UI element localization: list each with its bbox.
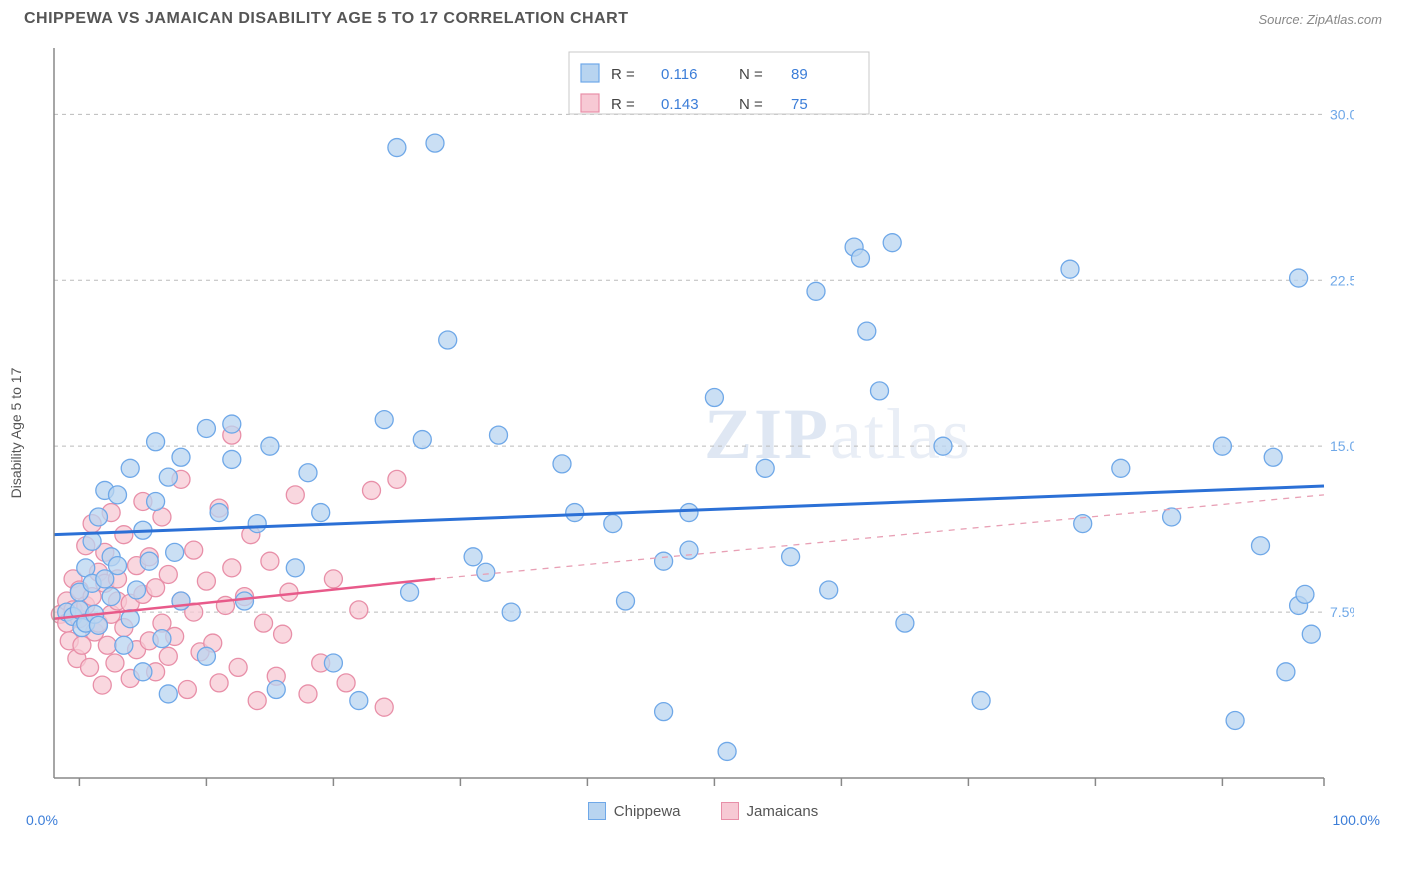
svg-text:0.143: 0.143 bbox=[661, 96, 699, 113]
source-link[interactable]: ZipAtlas.com bbox=[1307, 12, 1382, 27]
svg-text:89: 89 bbox=[791, 66, 808, 83]
source-prefix: Source: bbox=[1258, 12, 1306, 27]
svg-text:R =: R = bbox=[611, 66, 635, 83]
x-axis-max-label: 100.0% bbox=[1333, 812, 1380, 828]
x-axis-min-label: 0.0% bbox=[26, 812, 58, 828]
svg-text:N =: N = bbox=[739, 96, 763, 113]
svg-text:ZIPatlas: ZIPatlas bbox=[704, 394, 972, 474]
svg-text:R =: R = bbox=[611, 96, 635, 113]
svg-text:75: 75 bbox=[791, 96, 808, 113]
chart-title: CHIPPEWA VS JAMAICAN DISABILITY AGE 5 TO… bbox=[24, 10, 628, 28]
source-attribution: Source: ZipAtlas.com bbox=[1258, 12, 1382, 27]
scatter-plot: ZIPatlas 7.5% 15.0% 22.5% 30.0% R = 0.116 N = 89… bbox=[24, 38, 1354, 808]
svg-text:N =: N = bbox=[739, 66, 763, 83]
y-axis-label: Disability Age 5 to 17 bbox=[8, 368, 24, 499]
svg-text:22.5%: 22.5% bbox=[1330, 272, 1354, 288]
svg-text:7.5%: 7.5% bbox=[1330, 604, 1354, 620]
svg-text:0.116: 0.116 bbox=[661, 66, 697, 83]
svg-text:30.0%: 30.0% bbox=[1330, 106, 1354, 122]
svg-text:15.0%: 15.0% bbox=[1330, 438, 1354, 454]
